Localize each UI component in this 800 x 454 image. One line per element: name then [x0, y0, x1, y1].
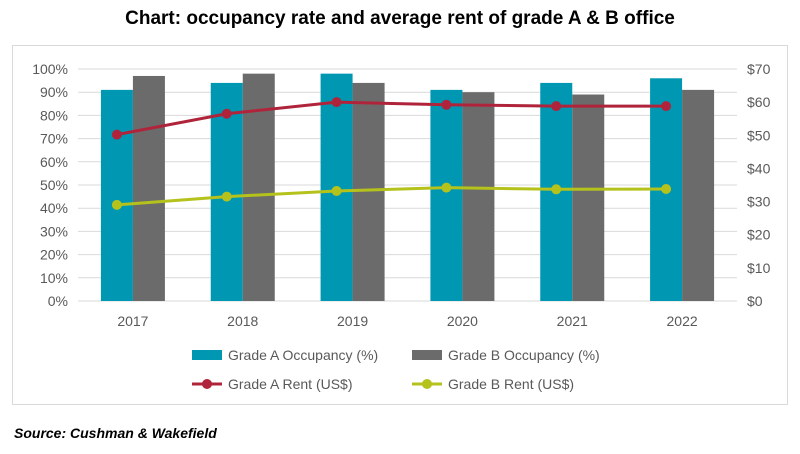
bar-grade-b-occupancy	[572, 94, 605, 302]
y-left-tick-label: 0%	[48, 293, 68, 309]
y-left-tick-label: 80%	[40, 107, 68, 123]
x-tick-label: 2021	[557, 313, 588, 329]
legend-label: Grade B Occupancy (%)	[448, 347, 600, 363]
legend-label: Grade B Rent (US$)	[448, 376, 574, 392]
point-grade-a-rent	[441, 99, 452, 110]
legend-label: Grade A Occupancy (%)	[228, 347, 378, 363]
legend-label: Grade A Rent (US$)	[228, 376, 353, 392]
y-left-tick-label: 100%	[32, 61, 68, 77]
legend-item: Grade A Occupancy (%)	[192, 347, 378, 363]
legend: Grade A Occupancy (%) Grade B Occupancy (…	[192, 347, 600, 392]
y-left-tick-label: 50%	[40, 177, 68, 193]
legend-item: Grade B Occupancy (%)	[412, 347, 600, 363]
bar-grade-b-occupancy	[132, 75, 165, 302]
x-tick-label: 2022	[667, 313, 698, 329]
y-left-tick-label: 40%	[40, 200, 68, 216]
y-right-tick-label: $70	[747, 61, 771, 77]
gridlines	[78, 68, 737, 302]
y-left-tick-label: 20%	[40, 247, 68, 263]
legend-marker	[202, 379, 212, 389]
bar-grade-a-occupancy	[430, 89, 463, 301]
point-grade-b-rent	[111, 199, 122, 210]
point-grade-b-rent	[221, 191, 232, 202]
chart-frame	[12, 45, 788, 405]
legend-item: Grade A Rent (US$)	[192, 376, 353, 392]
rent-lines	[111, 97, 672, 210]
y-right-tick-label: $60	[747, 94, 771, 110]
bar-grade-b-occupancy	[462, 92, 495, 301]
y-right-tick-label: $50	[747, 127, 771, 143]
line-grade-b-rent	[116, 186, 667, 207]
y-right-tick-label: $30	[747, 194, 771, 210]
bar-grade-b-occupancy	[682, 89, 715, 301]
y-right-tick-label: $40	[747, 160, 771, 176]
point-grade-a-rent	[331, 97, 342, 108]
legend-item: Grade B Rent (US$)	[412, 376, 574, 392]
point-grade-b-rent	[661, 183, 672, 194]
source-note: Source: Cushman & Wakefield	[14, 425, 217, 441]
chart-title: Chart: occupancy rate and average rent o…	[125, 8, 675, 29]
point-grade-b-rent	[551, 184, 562, 195]
point-grade-b-rent	[441, 182, 452, 193]
legend-swatch	[412, 350, 442, 360]
point-grade-b-rent	[331, 185, 342, 196]
legend-swatch	[192, 350, 222, 360]
y-left-tick-label: 10%	[40, 270, 68, 286]
axis-ticks: 0% 10% 20% 30% 40% 50% 60% 70% 80% 90% 100% $0 $10 $2…	[32, 61, 770, 329]
bars	[100, 73, 715, 302]
x-tick-label: 2017	[117, 313, 148, 329]
x-tick-label: 2020	[447, 313, 478, 329]
y-left-tick-label: 70%	[40, 131, 68, 147]
y-left-tick-label: 30%	[40, 223, 68, 239]
point-grade-a-rent	[111, 129, 122, 140]
point-grade-a-rent	[661, 101, 672, 112]
x-tick-label: 2019	[337, 313, 368, 329]
y-right-tick-label: $20	[747, 227, 771, 243]
y-right-tick-label: $0	[747, 293, 763, 309]
bar-grade-a-occupancy	[100, 89, 133, 301]
point-grade-a-rent	[221, 108, 232, 119]
bar-grade-b-occupancy	[352, 82, 385, 301]
legend-marker	[422, 379, 432, 389]
y-left-tick-label: 60%	[40, 154, 68, 170]
point-grade-a-rent	[551, 101, 562, 112]
y-right-tick-label: $10	[747, 260, 771, 276]
line-grade-a-rent	[116, 100, 667, 137]
y-left-tick-label: 90%	[40, 84, 68, 100]
x-tick-label: 2018	[227, 313, 258, 329]
